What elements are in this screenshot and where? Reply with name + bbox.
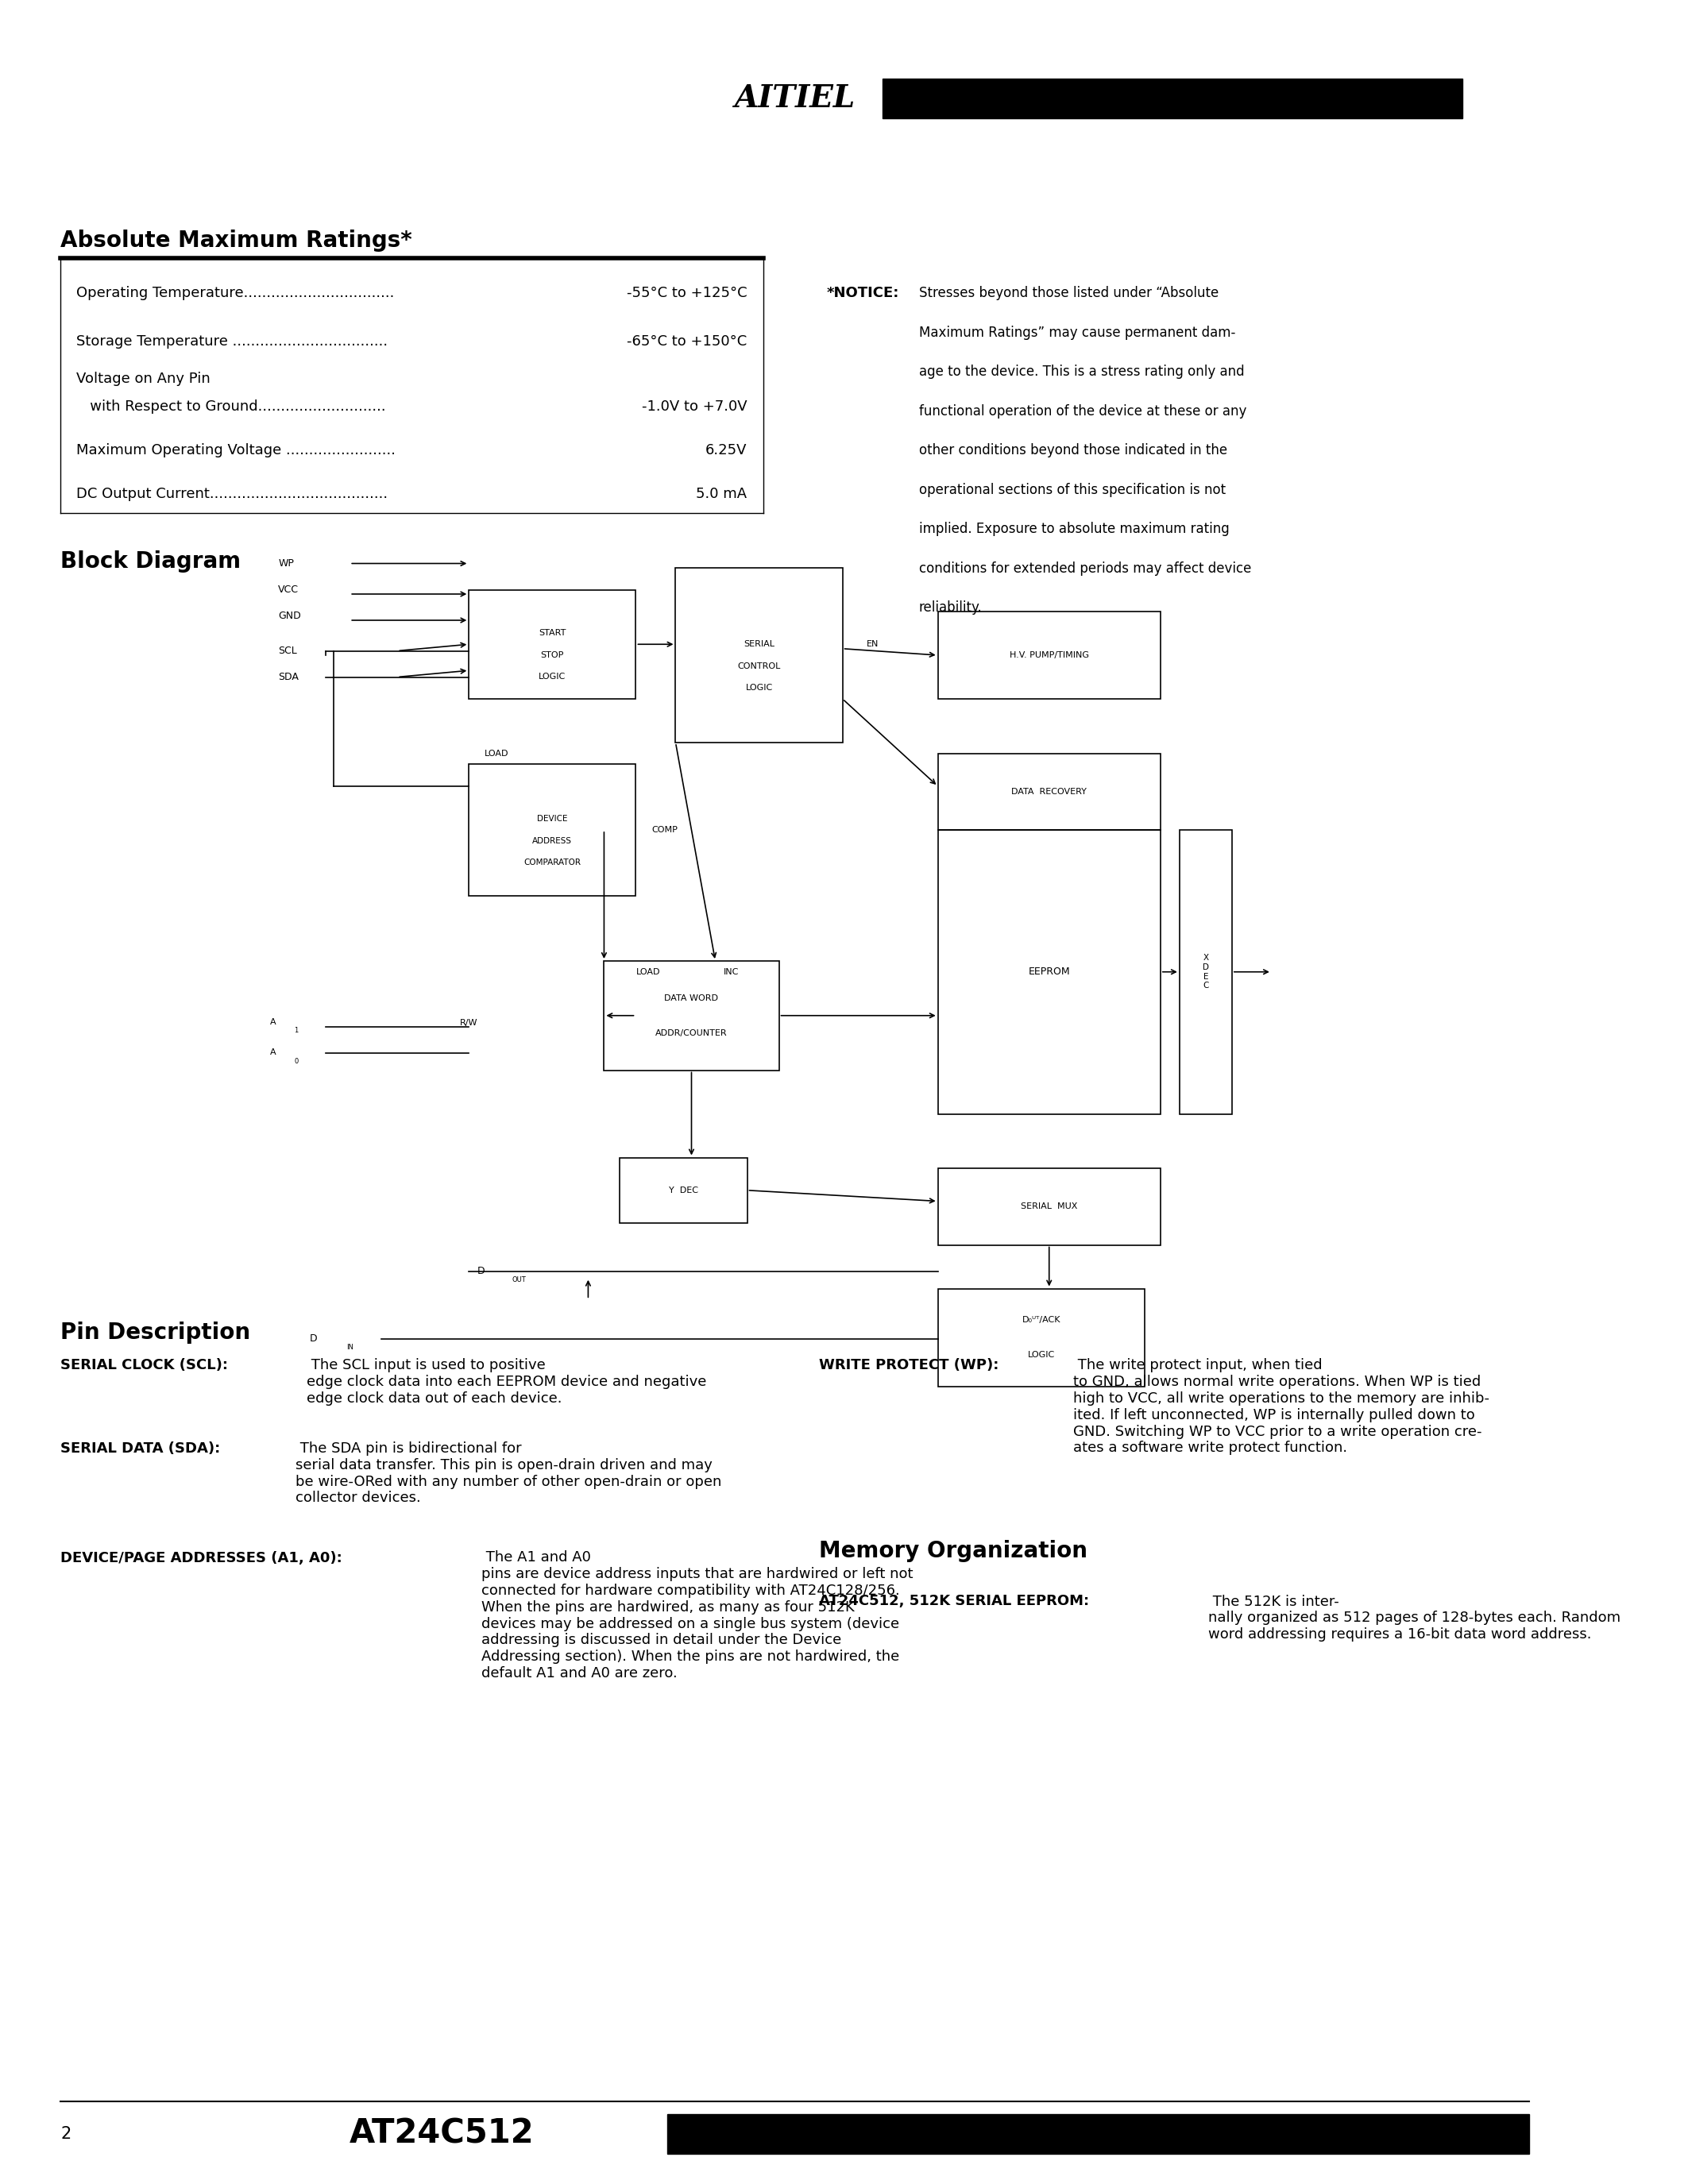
Text: DATA  RECOVERY: DATA RECOVERY: [1011, 788, 1087, 795]
Text: with Respect to Ground............................: with Respect to Ground..................…: [76, 400, 387, 415]
Bar: [939, 1168, 1160, 1245]
Text: 1: 1: [294, 1026, 299, 1035]
Text: Stresses beyond those listed under “Absolute: Stresses beyond those listed under “Abso…: [918, 286, 1219, 301]
Text: Block Diagram: Block Diagram: [61, 550, 241, 572]
Text: SDA: SDA: [279, 673, 299, 681]
Bar: [883, 79, 1462, 118]
Text: Storage Temperature ..................................: Storage Temperature ....................…: [76, 334, 388, 349]
Text: LOGIC: LOGIC: [538, 673, 565, 681]
Text: The SCL input is used to positive
edge clock data into each EEPROM device and ne: The SCL input is used to positive edge c…: [307, 1358, 707, 1406]
Text: R/W: R/W: [461, 1018, 478, 1026]
Text: other conditions beyond those indicated in the: other conditions beyond those indicated …: [918, 443, 1227, 459]
Text: X
D
E
C: X D E C: [1202, 954, 1209, 989]
Text: A: A: [270, 1018, 277, 1026]
Text: LOAD: LOAD: [636, 968, 660, 976]
Text: functional operation of the device at these or any: functional operation of the device at th…: [918, 404, 1246, 419]
Text: WP: WP: [279, 559, 294, 568]
Text: VCC: VCC: [279, 585, 299, 594]
Text: 5.0 mA: 5.0 mA: [695, 487, 748, 502]
Text: ADDRESS: ADDRESS: [532, 836, 572, 845]
Text: AITIEL: AITIEL: [734, 83, 856, 114]
Text: reliability.: reliability.: [918, 601, 982, 616]
Bar: [675, 568, 842, 743]
Text: INC: INC: [722, 968, 739, 976]
Text: START: START: [538, 629, 565, 638]
Text: DC Output Current.......................................: DC Output Current.......................…: [76, 487, 388, 502]
Text: operational sections of this specification is not: operational sections of this specificati…: [918, 483, 1225, 498]
Bar: [1180, 830, 1232, 1114]
Text: The write protect input, when tied
to GND, allows normal write operations. When : The write protect input, when tied to GN…: [1074, 1358, 1489, 1455]
Text: age to the device. This is a stress rating only and: age to the device. This is a stress rati…: [918, 365, 1244, 380]
Text: implied. Exposure to absolute maximum rating: implied. Exposure to absolute maximum ra…: [918, 522, 1229, 537]
Text: SERIAL CLOCK (SCL):: SERIAL CLOCK (SCL):: [61, 1358, 228, 1374]
Text: Maximum Ratings” may cause permanent dam-: Maximum Ratings” may cause permanent dam…: [918, 325, 1236, 341]
Text: LOGIC: LOGIC: [1028, 1352, 1055, 1358]
Text: 6.25V: 6.25V: [706, 443, 748, 459]
Text: COMP: COMP: [652, 826, 679, 834]
Text: Voltage on Any Pin: Voltage on Any Pin: [76, 371, 211, 387]
Text: H.V. PUMP/TIMING: H.V. PUMP/TIMING: [1009, 651, 1089, 660]
Text: The A1 and A0
pins are device address inputs that are hardwired or left not
conn: The A1 and A0 pins are device address in…: [481, 1551, 913, 1679]
Text: SERIAL: SERIAL: [743, 640, 775, 649]
Bar: [939, 830, 1160, 1114]
Text: D: D: [478, 1267, 484, 1275]
Bar: [619, 1158, 748, 1223]
Text: Absolute Maximum Ratings*: Absolute Maximum Ratings*: [61, 229, 412, 251]
Text: -1.0V to +7.0V: -1.0V to +7.0V: [641, 400, 748, 415]
Text: Memory Organization: Memory Organization: [819, 1540, 1087, 1562]
Text: COMPARATOR: COMPARATOR: [523, 858, 581, 867]
Text: Maximum Operating Voltage ........................: Maximum Operating Voltage ..............…: [76, 443, 395, 459]
Text: 2: 2: [61, 2125, 71, 2143]
Text: SCL: SCL: [279, 646, 297, 655]
Text: EEPROM: EEPROM: [1028, 968, 1070, 976]
Text: A: A: [270, 1048, 277, 1057]
Text: WRITE PROTECT (WP):: WRITE PROTECT (WP):: [819, 1358, 999, 1374]
Text: CONTROL: CONTROL: [738, 662, 780, 670]
Bar: [668, 2114, 1529, 2153]
Text: -55°C to +125°C: -55°C to +125°C: [626, 286, 748, 301]
Text: D₀ᵁᵀ/ACK: D₀ᵁᵀ/ACK: [1021, 1317, 1060, 1324]
Text: STOP: STOP: [540, 651, 564, 660]
Text: SERIAL  MUX: SERIAL MUX: [1021, 1203, 1077, 1210]
Text: EN: EN: [866, 640, 878, 649]
Text: ADDR/COUNTER: ADDR/COUNTER: [655, 1029, 728, 1037]
Bar: [939, 753, 1160, 830]
Text: AT24C512, 512K SERIAL EEPROM:: AT24C512, 512K SERIAL EEPROM:: [819, 1594, 1089, 1610]
Text: DEVICE: DEVICE: [537, 815, 567, 823]
Text: 0: 0: [294, 1057, 299, 1066]
Text: DEVICE/PAGE ADDRESSES (A1, A0):: DEVICE/PAGE ADDRESSES (A1, A0):: [61, 1551, 343, 1566]
Text: Pin Description: Pin Description: [61, 1321, 250, 1343]
Bar: [939, 1289, 1144, 1387]
Bar: [939, 612, 1160, 699]
Text: *NOTICE:: *NOTICE:: [827, 286, 900, 301]
Text: DATA WORD: DATA WORD: [665, 994, 719, 1002]
Text: Operating Temperature.................................: Operating Temperature...................…: [76, 286, 395, 301]
Text: GND: GND: [279, 612, 300, 620]
Text: SERIAL DATA (SDA):: SERIAL DATA (SDA):: [61, 1441, 219, 1457]
Text: The SDA pin is bidirectional for
serial data transfer. This pin is open-drain dr: The SDA pin is bidirectional for serial …: [295, 1441, 722, 1505]
Bar: [469, 590, 636, 699]
Text: conditions for extended periods may affect device: conditions for extended periods may affe…: [918, 561, 1251, 577]
Text: LOGIC: LOGIC: [746, 684, 773, 692]
Text: IN: IN: [346, 1343, 353, 1352]
Bar: [469, 764, 636, 895]
Text: AT24C512: AT24C512: [349, 2116, 535, 2151]
Text: -65°C to +150°C: -65°C to +150°C: [626, 334, 748, 349]
Text: Y  DEC: Y DEC: [668, 1186, 699, 1195]
Bar: [604, 961, 778, 1070]
Text: D: D: [311, 1334, 317, 1343]
Text: OUT: OUT: [511, 1275, 527, 1284]
Text: The 512K is inter-
nally organized as 512 pages of 128-bytes each. Random
word a: The 512K is inter- nally organized as 51…: [1209, 1594, 1620, 1642]
Text: LOAD: LOAD: [484, 749, 510, 758]
